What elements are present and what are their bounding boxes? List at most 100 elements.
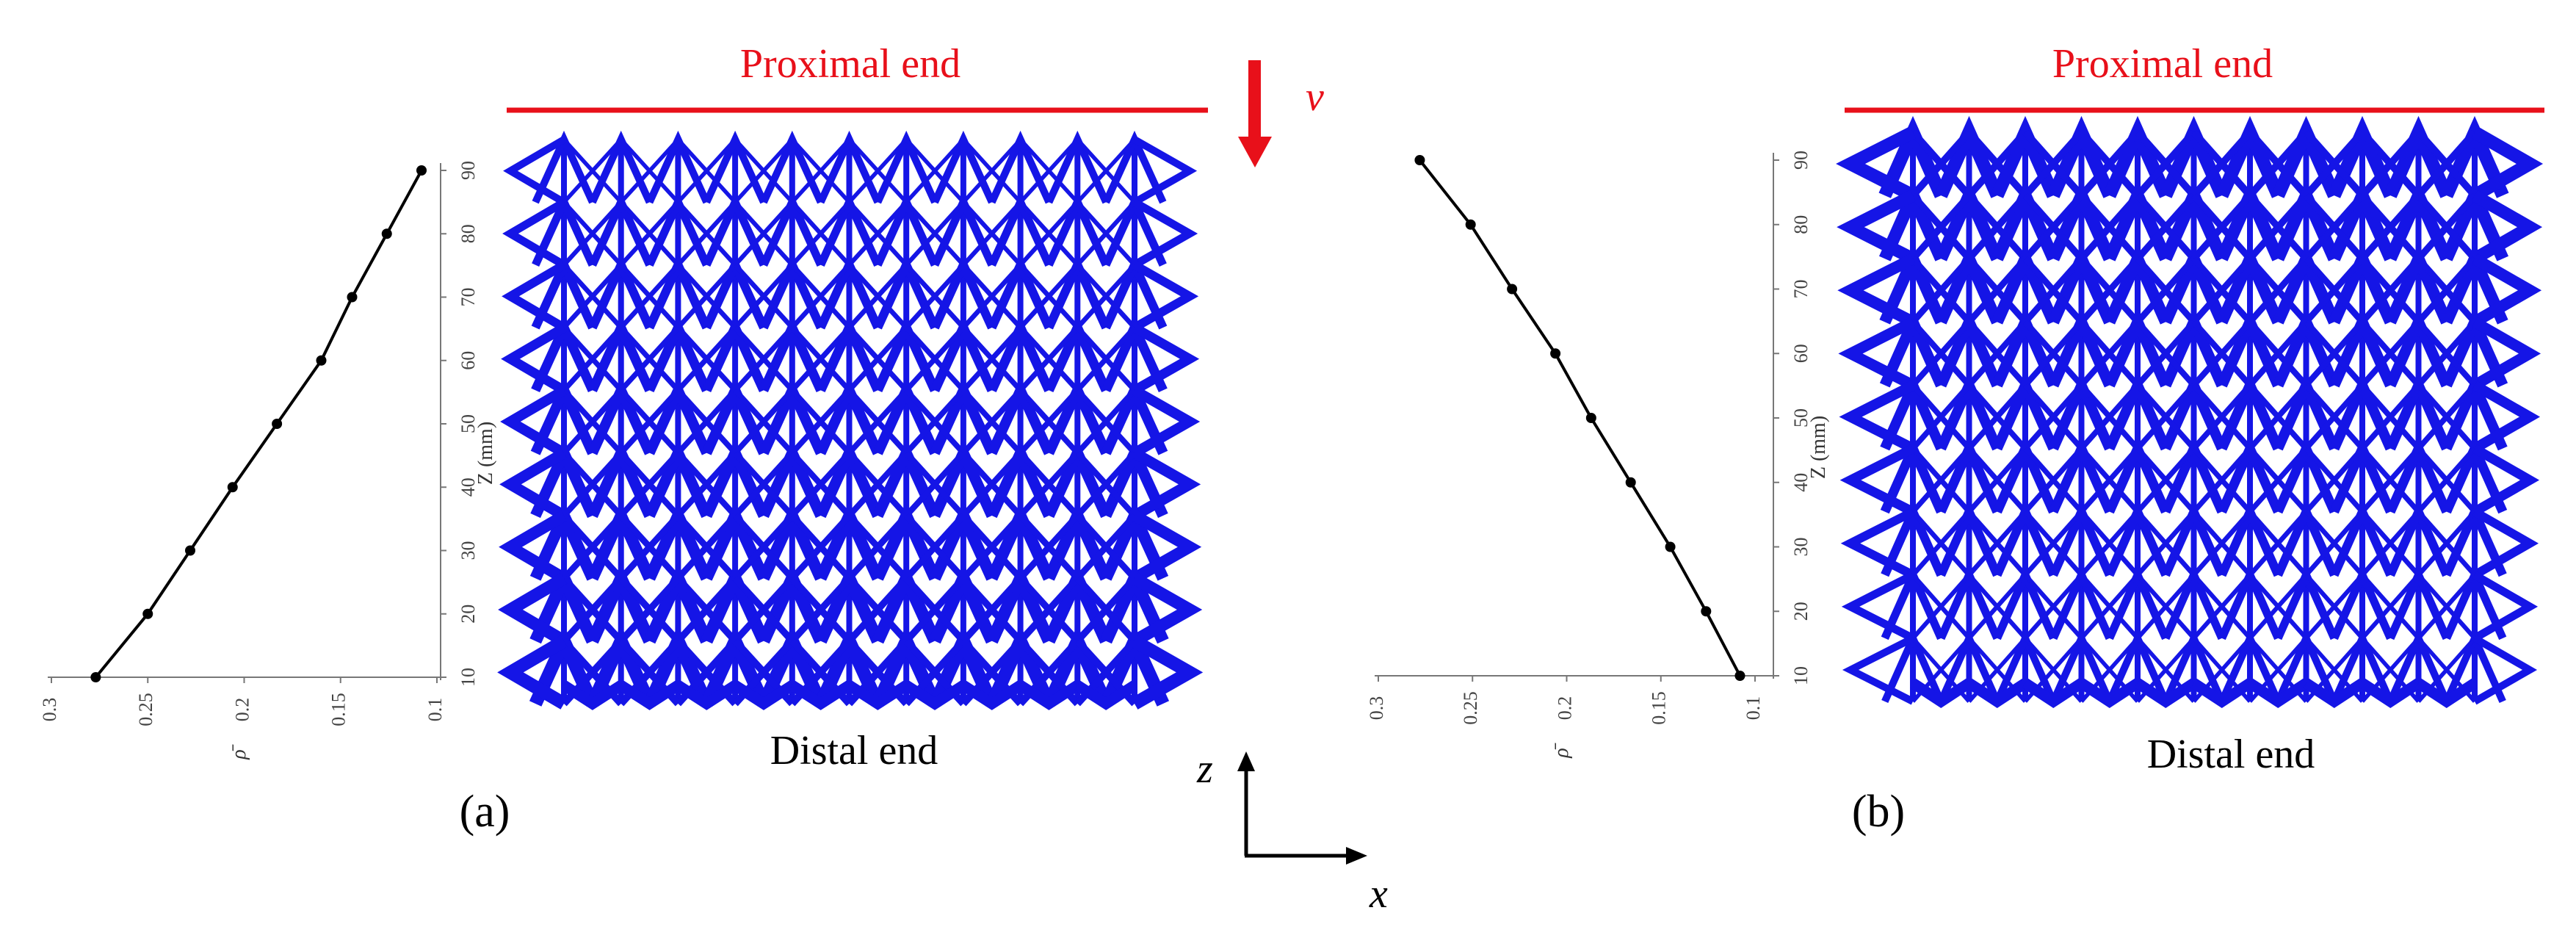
lattice-cross xyxy=(562,325,623,392)
lattice-cross xyxy=(2023,447,2084,514)
data-point xyxy=(316,355,327,366)
lattice-bottom-strut xyxy=(1966,678,2029,708)
lattice-cross xyxy=(2078,129,2141,198)
lattice-cross xyxy=(733,325,795,392)
density-chart-b: 10 20 30 40 50 60 70 80 90 Z (mm) 0.3 0.25 0.2 0.15 0.… xyxy=(1366,151,1830,759)
lattice-edge-strut xyxy=(1842,635,1915,705)
lattice-cross xyxy=(1075,325,1137,392)
lattice-edge-strut xyxy=(1132,136,1198,206)
y-tick-label: 20 xyxy=(1790,602,1812,621)
lattice-cross xyxy=(2248,573,2308,640)
lattice-edge-strut xyxy=(502,198,566,269)
lattice-edge-strut xyxy=(499,511,568,584)
velocity-arrow-head xyxy=(1238,137,1272,167)
lattice-cross xyxy=(2135,383,2196,451)
x-axis-arrow-head xyxy=(1346,847,1367,865)
data-point xyxy=(1585,413,1596,423)
lattice-cross xyxy=(733,388,795,455)
lattice-cross xyxy=(2416,193,2478,261)
lattice-bottom-strut xyxy=(2022,678,2085,708)
x-axis-title: ρ̄ xyxy=(228,744,250,760)
lattice-cross xyxy=(1911,573,1971,640)
x-tick-label: 0.3 xyxy=(39,698,60,722)
lattice-edge-strut xyxy=(1132,386,1201,458)
lattice-bottom-strut xyxy=(560,680,624,710)
lattice-edge-strut xyxy=(1131,572,1203,647)
lattice-edge-strut xyxy=(2472,317,2541,390)
lattice-cross xyxy=(1967,573,2027,640)
lattice-cross xyxy=(2247,129,2309,198)
proximal-label-a: Proximal end xyxy=(740,41,960,87)
lattice-bottom-strut xyxy=(675,680,739,710)
lattice-cross xyxy=(1910,320,1972,388)
lattice-cross xyxy=(2191,383,2252,451)
lattice-cross xyxy=(904,388,966,455)
data-point xyxy=(1414,155,1425,165)
proximal-label-b: Proximal end xyxy=(2052,41,2273,87)
y-tick-label: 90 xyxy=(457,161,479,180)
data-point xyxy=(1734,671,1745,681)
lattice-cross xyxy=(1911,447,1972,514)
lattice-cross xyxy=(1967,256,2028,325)
lattice-edge-strut xyxy=(1131,635,1204,710)
lattice-cross xyxy=(2248,510,2308,577)
lattice-bottom-strut xyxy=(2359,678,2422,708)
y-tick-label: 60 xyxy=(457,351,479,370)
lattice-cross xyxy=(789,450,852,518)
lattice-cross xyxy=(1018,576,1080,643)
lattice-cross xyxy=(2191,193,2253,261)
y-tick-label: 10 xyxy=(1790,666,1812,685)
y-tick-label: 30 xyxy=(1790,538,1812,557)
lattice-cross xyxy=(2079,193,2141,261)
coordinate-axes: z x xyxy=(1196,746,1388,917)
lattice-edge-strut xyxy=(1132,261,1199,332)
velocity-label: v xyxy=(1306,74,1324,120)
lattice-edge-strut xyxy=(1839,380,1916,453)
lattice-bottom-strut xyxy=(846,680,910,710)
lattice-cross xyxy=(1075,388,1137,455)
lattice-cross xyxy=(2023,573,2083,640)
lattice-edge-strut xyxy=(1132,323,1200,394)
lattice-cross xyxy=(618,450,681,518)
y-tick-label: 40 xyxy=(1790,473,1812,492)
data-point xyxy=(1465,219,1476,230)
lattice-cross xyxy=(2417,510,2477,577)
y-tick-label: 40 xyxy=(457,477,479,497)
lattice-cross xyxy=(2022,320,2084,388)
x-tick-label: 0.25 xyxy=(135,693,156,726)
density-curve xyxy=(1418,159,1742,677)
lattice-edge-strut xyxy=(499,448,567,521)
data-point xyxy=(416,165,427,176)
lattice-bottom-strut xyxy=(1074,680,1138,710)
lattice-cross xyxy=(2135,256,2196,325)
lattice-cross xyxy=(2079,256,2141,325)
lattice-cross xyxy=(2135,320,2196,388)
lattice-edge-strut xyxy=(501,323,567,394)
z-axis-label: z xyxy=(1196,746,1213,792)
lattice-cross xyxy=(2022,129,2085,198)
lattice-cross xyxy=(1018,450,1080,518)
y-tick-label: 80 xyxy=(457,224,479,243)
distal-label-b: Distal end xyxy=(2147,732,2315,777)
lattice-cross xyxy=(847,325,908,392)
lattice-cross xyxy=(1075,513,1137,581)
lattice-cross xyxy=(676,450,738,518)
lattice-cross xyxy=(676,513,738,581)
lattice-cross xyxy=(618,576,681,643)
lattice-cross xyxy=(2135,573,2196,640)
data-point xyxy=(1625,477,1636,488)
data-point xyxy=(347,292,358,303)
lattice-cross xyxy=(676,138,737,204)
lattice-edge-strut xyxy=(2471,190,2543,264)
lattice-cross xyxy=(1018,513,1080,581)
lattice-cross xyxy=(847,450,909,518)
lattice-cross xyxy=(675,576,738,643)
lattice-cross xyxy=(904,450,966,518)
lattice-bottom-strut xyxy=(2303,678,2366,708)
lattice-cross xyxy=(1967,447,2027,514)
lattice-cross xyxy=(1019,201,1079,267)
lattice-cross xyxy=(2359,320,2421,388)
lattice-structure-a xyxy=(497,130,1204,710)
lattice-cross xyxy=(961,325,1023,392)
